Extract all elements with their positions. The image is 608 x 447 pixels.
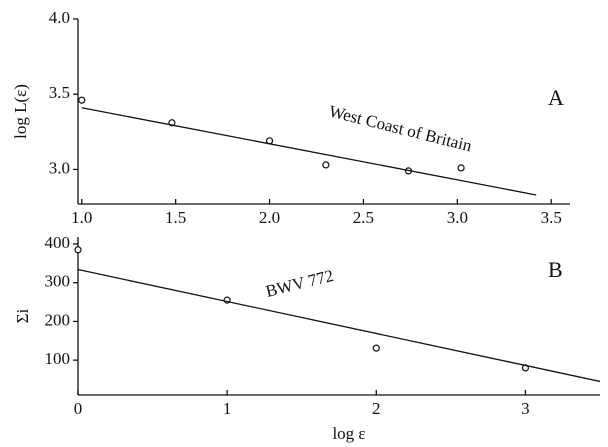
data-point — [74, 246, 82, 254]
x-tick-label: 3 — [521, 399, 530, 418]
y-tick-label: 200 — [45, 310, 71, 329]
x-tick-label: 2.5 — [353, 208, 374, 227]
y-tick-label: 3.0 — [49, 158, 70, 177]
panel-label: B — [548, 257, 563, 282]
x-tick-label: 1.5 — [165, 208, 186, 227]
y-tick-label: 3.5 — [49, 83, 70, 102]
x-tick-label: 2 — [372, 399, 381, 418]
panel-label: A — [548, 85, 564, 110]
annotation: BWV 772 — [264, 266, 336, 301]
y-axis-label: Σi — [13, 308, 32, 323]
data-point — [457, 164, 465, 172]
y-tick-label: 100 — [45, 349, 71, 368]
x-axis-label: log ε — [332, 424, 365, 443]
data-point — [322, 161, 330, 169]
x-tick-label: 0 — [74, 399, 83, 418]
y-tick-label: 300 — [45, 272, 71, 291]
x-tick-label: 2.0 — [259, 208, 280, 227]
y-tick-label: 4.0 — [49, 8, 70, 27]
annotation: West Coast of Britain — [327, 102, 474, 156]
fit-line — [81, 107, 537, 196]
y-axis-label: log L(ε) — [11, 84, 30, 139]
fit-line — [77, 268, 601, 383]
data-point — [372, 344, 380, 352]
data-point — [78, 96, 86, 104]
y-tick-label: 400 — [45, 233, 71, 252]
x-tick-label: 1.0 — [71, 208, 92, 227]
x-tick-label: 3.5 — [541, 208, 562, 227]
x-tick-label: 1 — [223, 399, 232, 418]
x-tick-label: 3.0 — [447, 208, 468, 227]
